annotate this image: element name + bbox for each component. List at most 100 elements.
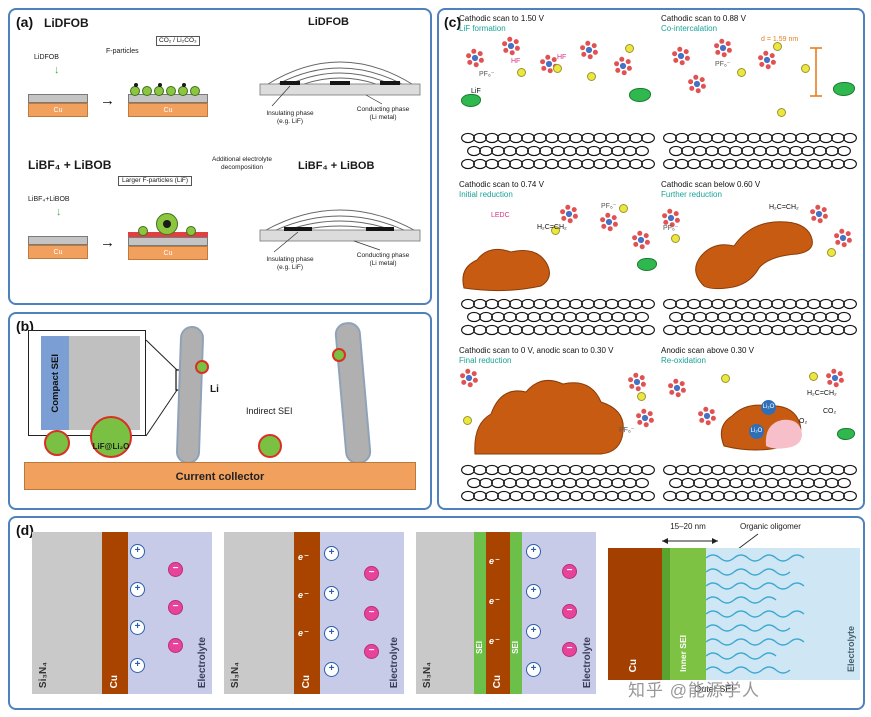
field-line-diagram bbox=[259, 209, 421, 253]
panel-c: (c) Cathodic scan to 1.50 V LiF formatio… bbox=[437, 8, 865, 510]
cation-icon: + bbox=[130, 658, 145, 673]
subpanel-subtitle: LiF formation bbox=[459, 24, 506, 33]
diagram-d3: Si₃N₄ Cu Electrolyte SEI SEI e⁻ e⁻ e⁻ + … bbox=[416, 532, 596, 694]
pf6-molecule-icon bbox=[757, 50, 777, 70]
f-particle bbox=[178, 86, 188, 96]
subpanel-title: Cathodic scan below 0.60 V bbox=[661, 180, 761, 189]
electron-label: e⁻ bbox=[298, 628, 308, 638]
cu-layer: Cu bbox=[608, 548, 662, 680]
graphene-layers bbox=[663, 130, 861, 174]
anion-icon: − bbox=[168, 562, 183, 577]
si3n4-label: Si₃N₄ bbox=[230, 661, 241, 688]
f-particle bbox=[154, 86, 164, 96]
subpanel-subtitle: Initial reduction bbox=[459, 190, 513, 199]
c-subpanel-4: Cathodic scan below 0.60 V Further reduc… bbox=[661, 180, 863, 340]
sei-label: SEI bbox=[511, 641, 520, 654]
cation-icon: + bbox=[324, 546, 339, 561]
li2o-particle: Li₂O bbox=[749, 424, 764, 439]
li-ion-dot bbox=[517, 68, 526, 77]
cu-substrate: Cu bbox=[28, 103, 88, 117]
cation-icon: + bbox=[526, 544, 541, 559]
insulating-label-line1: Insulating phase bbox=[266, 110, 314, 117]
panel-a: (a) LiDFOB LiDFOB ↓ Cu → Cu F-particles … bbox=[8, 8, 432, 305]
li-ion-dot bbox=[827, 248, 836, 257]
lif-blob bbox=[833, 82, 855, 96]
si3n4-label: Si₃N₄ bbox=[38, 661, 49, 688]
byproduct-dot bbox=[182, 83, 186, 87]
subpanel-title: Anodic scan above 0.30 V bbox=[661, 346, 754, 355]
byproduct-dot bbox=[134, 83, 138, 87]
ethylene-label: H₂C=CH₂ bbox=[537, 224, 567, 231]
anion-icon: − bbox=[364, 644, 379, 659]
panel-a-tag: (a) bbox=[16, 14, 34, 30]
si3n4-layer: Si₃N₄ bbox=[32, 532, 102, 694]
co2-label: CO₂ bbox=[823, 408, 837, 415]
li-ion-dot bbox=[737, 68, 746, 77]
larger-particles-label: Larger F-particles (LiF) bbox=[118, 176, 192, 186]
f-particle bbox=[166, 86, 176, 96]
pf6-molecule-icon bbox=[599, 212, 619, 232]
li-ion-dot bbox=[801, 64, 810, 73]
graphene-layers bbox=[461, 130, 659, 174]
pf6-molecule-icon bbox=[579, 40, 599, 60]
scale-label: 15–20 nm bbox=[670, 522, 706, 531]
li-ion-dot bbox=[587, 72, 596, 81]
insulating-label: Insulating phase (e.g. LiF) bbox=[248, 256, 332, 272]
f-particle bbox=[130, 86, 140, 96]
electrode-slab bbox=[128, 237, 208, 246]
anion-icon: − bbox=[364, 606, 379, 621]
pf6-molecule-icon bbox=[697, 406, 717, 426]
c-subpanel-6: Anodic scan above 0.30 V Re-oxidation Li… bbox=[661, 346, 863, 506]
pf6-molecule-icon bbox=[671, 46, 691, 66]
subpanel-scene: H₂C=CH₂ PF₆⁻ bbox=[661, 202, 863, 340]
graphene-layers bbox=[461, 462, 659, 506]
subpanel-scene: PF₆⁻ d = 1.59 nm bbox=[661, 36, 863, 174]
subpanel-subtitle: Co-intercalation bbox=[661, 24, 718, 33]
c-subpanel-5: Cathodic scan to 0 V, anodic scan to 0.3… bbox=[459, 346, 661, 506]
anion-icon: − bbox=[168, 600, 183, 615]
li-ion-dot bbox=[721, 374, 730, 383]
particle-core-dot bbox=[163, 220, 171, 228]
hf-label: HF bbox=[511, 58, 521, 65]
electrode-slab bbox=[28, 236, 88, 245]
lif-li2o-particle bbox=[195, 360, 209, 374]
panel-d: (d) Si₃N₄ Cu Electrolyte + + + + − − − S… bbox=[8, 516, 865, 710]
anion-icon: − bbox=[364, 566, 379, 581]
compact-sei-strip: Compact SEI bbox=[41, 336, 69, 430]
lif-li2o-particle-large bbox=[90, 416, 132, 458]
pf6-molecule-icon bbox=[465, 48, 485, 68]
li-ion-dot bbox=[619, 204, 628, 213]
pf6-molecule-icon bbox=[613, 56, 633, 76]
lif-blob bbox=[837, 428, 855, 440]
diagram-d1: Si₃N₄ Cu Electrolyte + + + + − − − bbox=[32, 532, 212, 694]
f-particle bbox=[142, 86, 152, 96]
cu-label: Cu bbox=[492, 674, 503, 688]
inner-sei-layer: Inner SEI bbox=[662, 548, 706, 680]
li-label: Li bbox=[210, 384, 219, 395]
right-arrow-icon: → bbox=[100, 234, 115, 251]
pf6-label: PF₆⁻ bbox=[715, 61, 731, 68]
pf6-label: PF₆⁻ bbox=[663, 225, 679, 232]
subpanel-scene: Li₂O Li₂O H₂C=CH₂ CO₂ O₂ bbox=[661, 368, 863, 506]
electron-label: e⁻ bbox=[489, 636, 499, 646]
anion-icon: − bbox=[562, 604, 577, 619]
row2-left-title: LiBF₄ + LiBOB bbox=[28, 158, 112, 172]
graphene-layers bbox=[663, 462, 861, 506]
pf6-molecule-icon bbox=[687, 74, 707, 94]
electron-label: e⁻ bbox=[298, 590, 308, 600]
compact-sei-inset: Compact SEI bbox=[28, 330, 146, 436]
c-subpanel-2: Cathodic scan to 0.88 V Co-intercalation… bbox=[661, 14, 863, 174]
scale-arrow-icon bbox=[662, 538, 718, 544]
lif-label: LiF bbox=[471, 88, 481, 95]
cu-layer: Cu bbox=[294, 532, 320, 694]
subpanel-scene: HF HF LiF PF₆⁻ bbox=[459, 36, 661, 174]
ethylene-label: H₂C=CH₂ bbox=[769, 204, 799, 211]
lif-blob bbox=[461, 94, 481, 107]
electrolyte-label: Electrolyte bbox=[582, 636, 593, 688]
li-ion-dot bbox=[553, 64, 562, 73]
conducting-label: Conducting phase (Li metal) bbox=[340, 106, 426, 122]
ethylene-label: H₂C=CH₂ bbox=[807, 390, 837, 397]
insulating-label-line1: Insulating phase bbox=[266, 256, 314, 263]
cu-substrate: Cu bbox=[128, 246, 208, 260]
li-strip bbox=[69, 336, 140, 430]
